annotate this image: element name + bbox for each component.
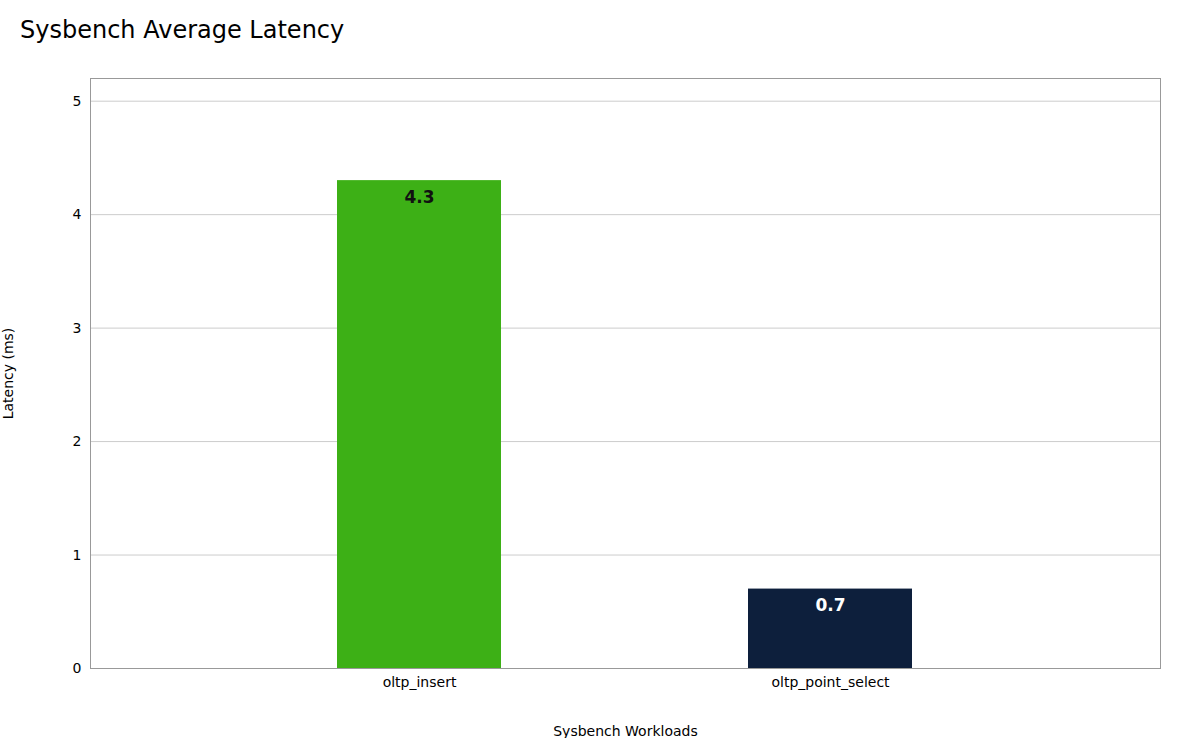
svg-text:2: 2 [73,433,82,449]
svg-text:3: 3 [73,320,82,336]
svg-text:1: 1 [73,547,82,563]
svg-text:5: 5 [73,93,82,109]
svg-text:Sysbench Workloads: Sysbench Workloads [553,723,698,739]
svg-text:oltp_insert: oltp_insert [383,674,457,690]
svg-text:Latency (ms): Latency (ms) [0,328,16,420]
svg-text:0: 0 [73,660,82,676]
svg-text:4: 4 [73,206,82,222]
svg-text:oltp_point_select: oltp_point_select [771,674,890,690]
html-text:Sysbench Average Latency: Sysbench Average Latency [20,16,345,44]
svg-text:4.3: 4.3 [404,187,434,207]
svg-text:0.7: 0.7 [815,595,845,615]
